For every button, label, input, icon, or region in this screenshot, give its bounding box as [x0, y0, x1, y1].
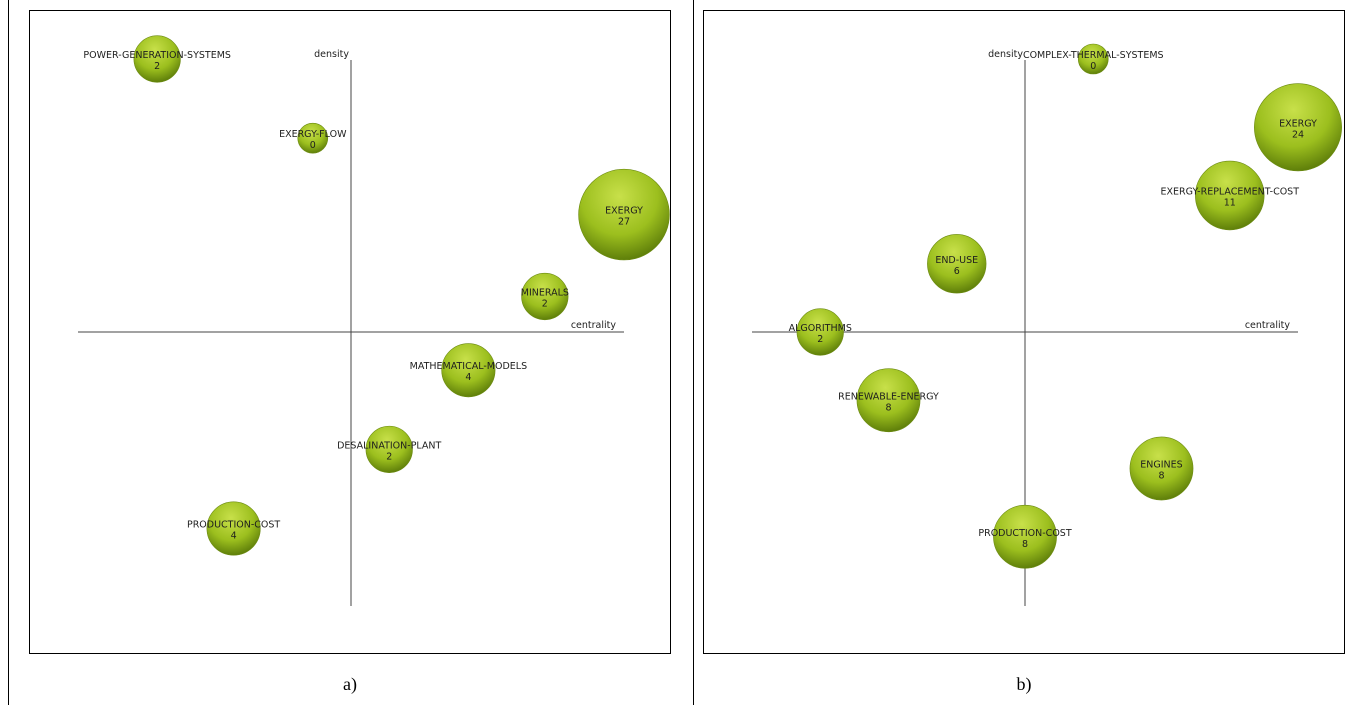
bubble-circle [365, 425, 413, 473]
bubble-label: RENEWABLE-ENERGY [838, 391, 939, 402]
x-axis-label: centrality [1245, 320, 1291, 331]
bubble-circle [206, 501, 261, 556]
bubble-label: MINERALS [521, 288, 569, 299]
bubble-label: EXERGY-FLOW [279, 129, 347, 140]
bubble-value: 11 [1224, 198, 1236, 209]
bubble-label: MATHEMATICAL-MODELS [410, 361, 527, 372]
bubble-value: 4 [465, 372, 471, 383]
bubble-label: ENGINES [1140, 460, 1182, 471]
bubble-label: COMPLEX-THERMAL-SYSTEMS [1023, 50, 1164, 61]
bubble-label: EXERGY-REPLACEMENT-COST [1160, 187, 1299, 198]
bubble-circle [796, 308, 844, 356]
bubble-value: 27 [618, 217, 630, 228]
bubble-circle [927, 234, 987, 294]
chart-panel-b: centrality density COMPLEX-THERMAL-SYSTEMS… [703, 10, 1345, 654]
strategic-diagram-a: centrality density POWER-GENERATION-SYSTEM… [78, 35, 670, 606]
bubble-circle [993, 504, 1057, 569]
y-axis-label: density [988, 49, 1023, 60]
strategic-diagram-b: centrality density COMPLEX-THERMAL-SYSTEMS… [752, 43, 1342, 606]
bubble-label: END-USE [935, 255, 978, 266]
bubble-circle [578, 168, 670, 261]
bubble-value: 0 [1090, 61, 1096, 72]
bubble-circle [1254, 83, 1342, 172]
bubble-value: 2 [386, 451, 392, 462]
bubble-value: 8 [885, 402, 891, 413]
bubble-value: 2 [817, 334, 823, 345]
bubble-circle [1077, 43, 1109, 75]
bubble-label: PRODUCTION-COST [187, 520, 280, 531]
caption-a: a) [343, 674, 357, 694]
bubble-label: EXERGY [605, 206, 643, 217]
bubble-circle [133, 35, 181, 83]
bubble-value: 24 [1292, 129, 1304, 140]
bubble-value: 0 [310, 140, 316, 151]
bubble-circle [1195, 160, 1265, 231]
bubble-value: 2 [154, 61, 160, 72]
bubble-label: PRODUCTION-COST [978, 528, 1071, 539]
y-axis-label: density [314, 49, 349, 60]
bubble-value: 8 [1158, 471, 1164, 482]
left-edge-line [8, 0, 9, 705]
bubble-circle [1129, 436, 1194, 501]
bubble-value: 6 [954, 266, 960, 277]
bubble-label: DESALINATION-PLANT [337, 440, 441, 451]
bubble-label: ALGORITHMS [789, 323, 852, 334]
bubble-label: EXERGY [1279, 118, 1317, 129]
bubble-circle [856, 368, 921, 433]
bubble-circle [441, 343, 496, 398]
bubble-value: 2 [542, 299, 548, 310]
bubble-value: 4 [231, 531, 237, 542]
bubble-circle [521, 272, 569, 321]
x-axis-label: centrality [571, 320, 617, 331]
chart-panel-a: centrality density POWER-GENERATION-SYSTEM… [29, 10, 671, 654]
center-divider-line [693, 0, 694, 705]
bubble-circle [297, 122, 329, 154]
bubble-label: POWER-GENERATION-SYSTEMS [83, 50, 231, 61]
bubble-value: 8 [1022, 539, 1028, 550]
caption-b: b) [1016, 674, 1032, 694]
